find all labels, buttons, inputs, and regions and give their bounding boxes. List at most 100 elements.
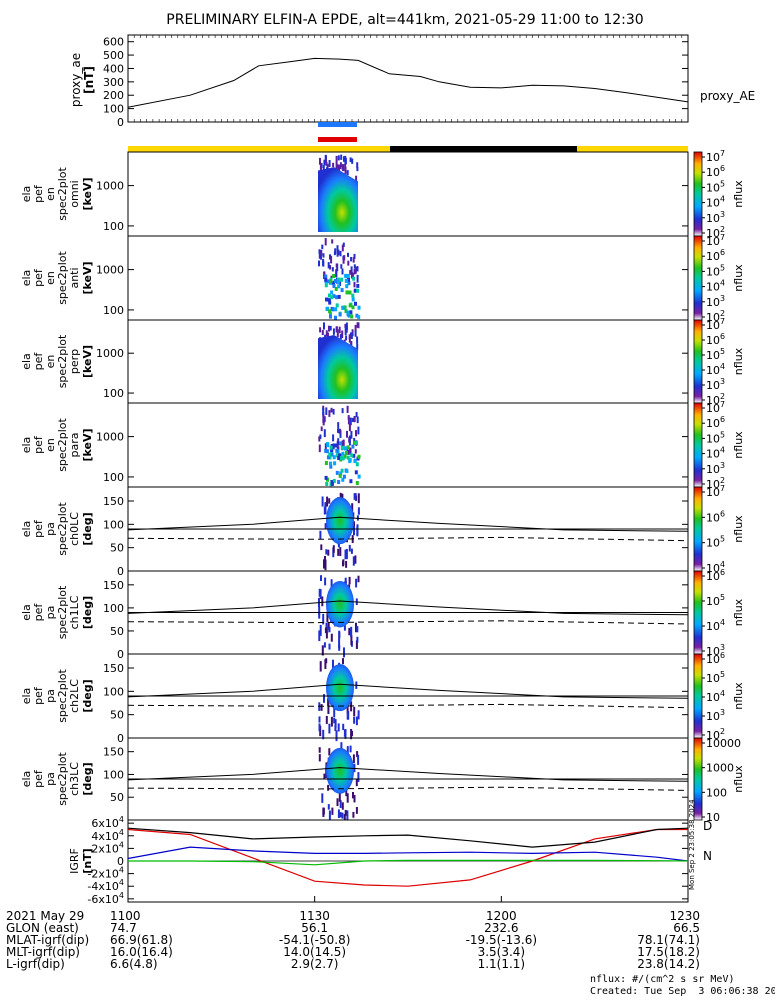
- ylabel-line: pa: [44, 522, 57, 536]
- ephemeris-value: 3.5(3.4): [478, 945, 526, 959]
- spectrogram-pixel: [324, 238, 327, 246]
- spectrogram-pixel: [322, 258, 325, 266]
- loss-cone-line: [127, 600, 689, 616]
- spectrogram-pixel: [320, 704, 323, 711]
- ephemeris-value: 1230: [669, 909, 700, 923]
- spectrogram-pixel: [335, 326, 338, 333]
- sunlit-bar: [577, 146, 688, 152]
- spectrogram-pixel: [355, 778, 358, 787]
- spectrogram-pixel: [328, 160, 331, 167]
- spectrogram-pixel: [346, 810, 349, 821]
- spectrogram-pixel: [338, 637, 341, 649]
- spectrogram-pixel: [330, 716, 333, 727]
- spectrogram-pixel: [319, 530, 322, 540]
- spectrogram-pixel: [356, 274, 359, 283]
- spectrogram-pixel: [351, 503, 354, 514]
- spectrogram-pixel: [336, 277, 340, 282]
- ephemeris-value: 66.9(61.8): [110, 933, 173, 947]
- spectrogram-pixel: [348, 337, 351, 343]
- colorbar-tick-label: 103: [706, 294, 725, 309]
- spectrogram-pixel: [340, 445, 344, 450]
- colorbar-tick-label: 10000: [706, 737, 741, 750]
- spectrogram-core: [326, 664, 354, 712]
- spectrogram-pixel: [323, 559, 325, 569]
- science-zone-bar-blue: [318, 122, 357, 127]
- colorbar-tick-label: 106: [706, 332, 725, 347]
- ytick-label: 100: [103, 387, 124, 400]
- colorbar: [693, 319, 703, 404]
- igrf-ytick-label: 0: [117, 855, 124, 868]
- ylabel-line: ela: [20, 437, 33, 454]
- spectrogram-pixel: [332, 162, 335, 168]
- spectrogram-pixel: [343, 305, 347, 310]
- colorbar-tick-label: 102: [706, 225, 725, 240]
- spectrogram-pixel: [334, 719, 337, 729]
- spectrogram-pixel: [349, 270, 352, 275]
- spectrogram-pixel: [322, 418, 325, 424]
- spectrogram-pixel: [356, 266, 359, 272]
- ylabel-line: en: [44, 438, 57, 452]
- spectrogram-pixel: [341, 477, 345, 482]
- spectrogram-pixel: [345, 469, 349, 474]
- igrf-legend-letter: D: [703, 819, 712, 833]
- spectrogram-pixel: [357, 322, 360, 329]
- spectrogram-pixel: [334, 307, 338, 312]
- loss-cone-line: [127, 767, 689, 782]
- spectrogram-pixel: [345, 284, 349, 289]
- igrf-ytick-label: 2x104: [91, 840, 124, 855]
- spectrogram-pixel: [355, 622, 357, 633]
- spectrogram-pixel: [330, 295, 334, 300]
- ylabel-line: en: [44, 271, 57, 285]
- spectrogram-pixel: [324, 659, 327, 670]
- spectrogram-pixel: [357, 754, 360, 765]
- spectrogram-pixel: [346, 405, 349, 413]
- loss-cone-line: [127, 683, 689, 699]
- spectrogram-pixel: [328, 723, 331, 734]
- spectrogram-pixel: [356, 751, 359, 757]
- igrf-ylabel-units: [nT]: [81, 848, 94, 873]
- spectrogram-pixel: [330, 481, 334, 486]
- spectrogram-pixel: [326, 496, 329, 507]
- spectrogram-pixel: [352, 453, 356, 458]
- spectrogram-pixel: [324, 154, 327, 160]
- spectrogram-pixel: [342, 560, 344, 567]
- spectrogram-pixel: [319, 661, 322, 672]
- spectrogram-pixel: [332, 659, 334, 671]
- plot-title: PRELIMINARY ELFIN-A EPDE, alt=441km, 202…: [166, 12, 643, 28]
- spectrogram-pixel: [346, 455, 350, 460]
- spectrogram-pixel: [318, 606, 321, 616]
- spectrogram-pixel: [341, 802, 344, 810]
- spectrogram-pixel: [357, 305, 361, 310]
- ytick-label: 100: [103, 471, 124, 484]
- ylabel-line: en: [44, 355, 57, 369]
- igrf-ylabel: IGRF: [68, 848, 81, 874]
- spectrogram-pixel: [335, 453, 339, 458]
- spectrogram-pixel: [318, 436, 321, 442]
- spectrogram-pixel: [335, 448, 339, 453]
- spectrogram-pixel: [344, 309, 348, 314]
- ylabel-line: [keV]: [81, 177, 94, 210]
- ylabel-line: ela: [20, 771, 33, 788]
- spectrogram-pixel: [320, 575, 322, 581]
- ephemeris-value: 56.1: [301, 921, 328, 935]
- spectrogram-pixel: [343, 647, 345, 658]
- spectrogram-pixel: [337, 422, 340, 429]
- spectrogram-pixel: [347, 450, 350, 455]
- spectrogram-pixel: [323, 159, 326, 166]
- spectrogram-pixel: [327, 622, 330, 630]
- spectrogram-pixel: [351, 417, 354, 422]
- spectrogram-pixel: [350, 332, 353, 339]
- spectrogram-pixel: [330, 255, 333, 264]
- colorbar-label: nflux: [732, 431, 745, 459]
- colorbar-tick-label: 104: [706, 195, 725, 210]
- spectrogram-pixel: [356, 416, 359, 424]
- ytick-label: 100: [103, 602, 124, 615]
- spectrogram-pixel: [339, 492, 342, 499]
- colorbar-tick-label: 106: [706, 651, 725, 666]
- ylabel-line: pef: [32, 435, 45, 454]
- spectrogram-pixel: [343, 814, 346, 820]
- spectrogram-pixel: [325, 549, 328, 555]
- colorbar-tick-label: 107: [706, 400, 725, 415]
